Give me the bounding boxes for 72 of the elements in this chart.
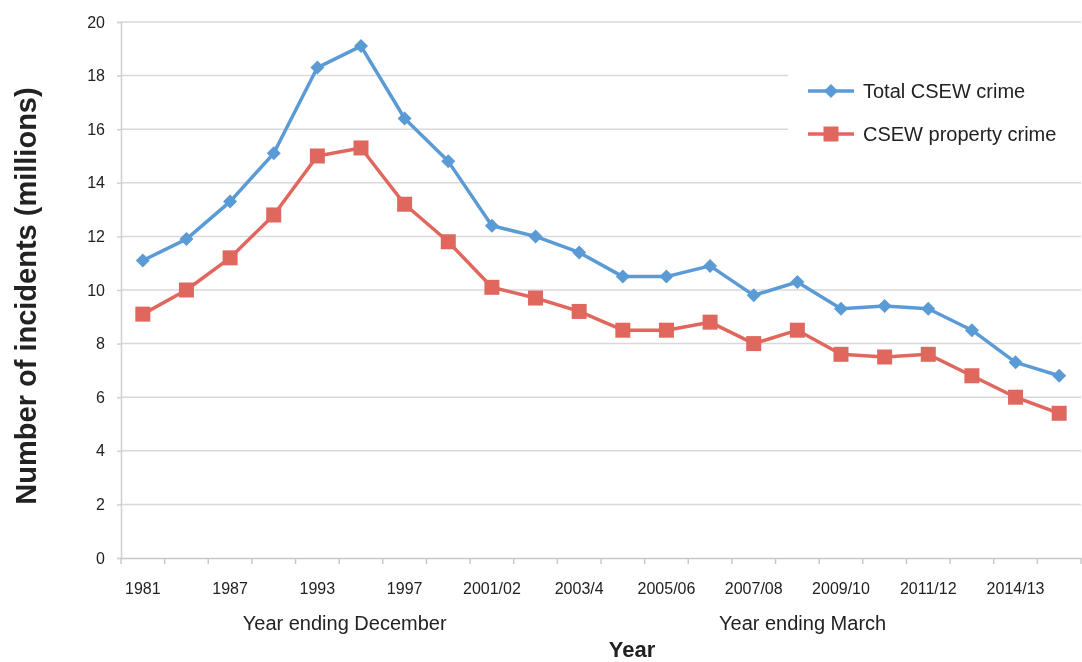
- y-tick-label: 20: [87, 13, 106, 31]
- point: [441, 154, 456, 169]
- point: [222, 250, 238, 266]
- point: [354, 39, 368, 54]
- point: [309, 148, 325, 164]
- point: [223, 194, 238, 209]
- point: [921, 301, 936, 316]
- x-tick-label: 1981: [125, 580, 161, 598]
- point: [310, 60, 325, 75]
- text: Year ending March: [719, 612, 887, 634]
- point: [178, 282, 194, 298]
- point: [964, 368, 980, 384]
- point: [484, 218, 499, 233]
- point: [266, 207, 282, 223]
- point: [266, 146, 281, 161]
- point: [484, 279, 500, 295]
- y-tick-label: 12: [87, 228, 106, 246]
- point: [397, 196, 413, 212]
- y-tick-label: 4: [96, 442, 106, 460]
- point: [702, 314, 718, 330]
- point: [834, 301, 848, 316]
- point: [571, 303, 587, 319]
- point: [615, 322, 631, 338]
- legend-label: Total CSEW crime: [863, 80, 1026, 102]
- point: [179, 232, 194, 247]
- point: [877, 349, 893, 365]
- x-tick-label: 1993: [299, 580, 336, 598]
- point: [135, 306, 151, 322]
- y-tick-label: 8: [96, 335, 106, 353]
- point: [1052, 368, 1067, 383]
- y-tick-label: 14: [87, 174, 106, 192]
- y-tick-label: 0: [96, 549, 106, 567]
- text: Year ending December: [242, 612, 447, 634]
- point: [615, 269, 630, 284]
- point: [920, 346, 936, 362]
- y-axis-title: Number of incidents (millions): [10, 87, 42, 505]
- y-tick-label: 2: [96, 496, 106, 514]
- point: [440, 234, 456, 250]
- point: [746, 288, 761, 303]
- point: [135, 253, 150, 268]
- point: [658, 322, 674, 338]
- point: [746, 336, 762, 352]
- x-tick-label: 1987: [212, 580, 248, 598]
- point: [877, 299, 892, 314]
- x-tick-label: 1997: [386, 580, 423, 598]
- point: [1008, 389, 1024, 405]
- point: [789, 322, 805, 338]
- point: [703, 258, 718, 273]
- x-axis-title: Year: [608, 637, 656, 662]
- point: [572, 245, 587, 260]
- x-tick-label: 2005/06: [637, 580, 696, 598]
- point: [964, 323, 979, 338]
- point: [528, 290, 544, 306]
- x-tick-label: 2003/4: [554, 580, 604, 598]
- point: [528, 229, 543, 244]
- x-tick-label: 2011/12: [899, 580, 957, 598]
- y-tick-label: 6: [96, 388, 106, 406]
- point: [353, 140, 369, 156]
- x-tick-label: 2009/10: [812, 580, 871, 598]
- y-tick-label: 10: [87, 281, 106, 299]
- point: [659, 269, 674, 284]
- point: [833, 346, 849, 362]
- point: [1051, 405, 1067, 421]
- x-tick-label: 2014/13: [986, 580, 1045, 598]
- legend-label: CSEW property crime: [863, 123, 1057, 145]
- x-tick-label: 2007/08: [724, 580, 783, 598]
- y-tick-label: 18: [87, 67, 106, 85]
- x-tick-label: 2001/02: [462, 580, 521, 598]
- point: [790, 274, 805, 289]
- point: [397, 111, 412, 126]
- point: [1008, 355, 1023, 370]
- y-tick-label: 16: [87, 120, 106, 138]
